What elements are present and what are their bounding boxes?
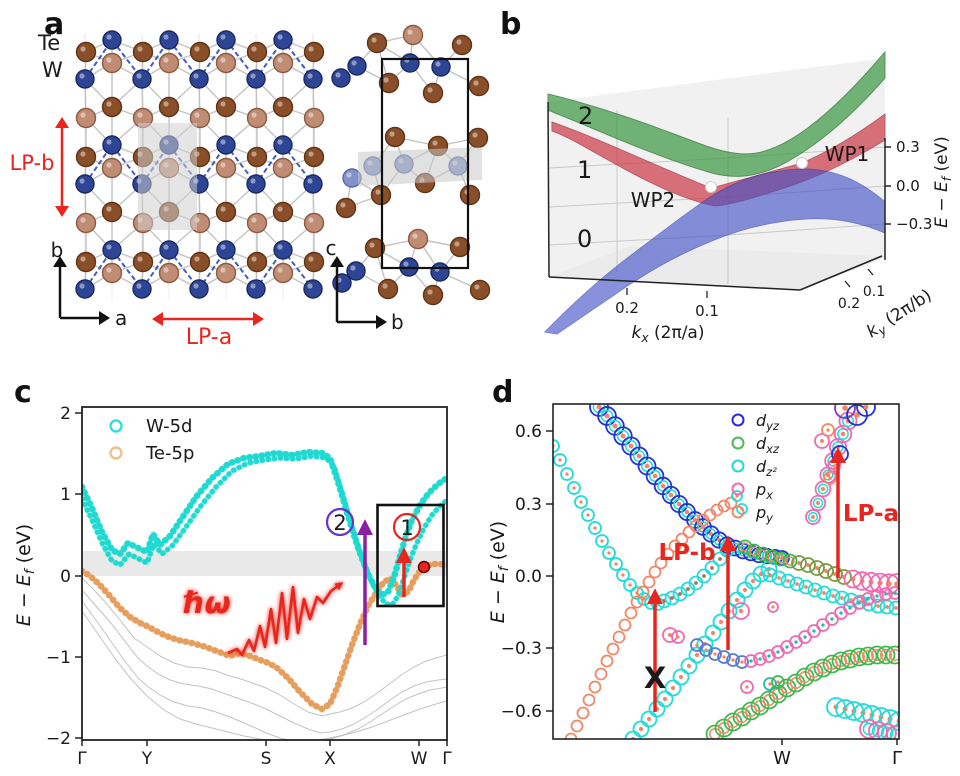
z-tick: −0.3 [896, 215, 932, 233]
legend-orbital-label: dxz [756, 434, 780, 456]
z-tick: 0.0 [896, 177, 920, 195]
axis-a-label: a [115, 306, 127, 330]
svg-text:Γ: Γ [892, 748, 902, 769]
svg-text:1: 1 [60, 485, 71, 505]
legend-orbital-marker [731, 436, 745, 450]
svg-text:−2: −2 [46, 729, 71, 749]
panel-a-letter: a [44, 7, 64, 42]
svg-text:−0.6: −0.6 [501, 702, 542, 722]
surface-0-label: 0 [577, 225, 592, 253]
svg-text:0.6: 0.6 [515, 422, 542, 442]
legend-orbital-marker [731, 482, 745, 496]
svg-text:0: 0 [60, 567, 71, 587]
lp-a-label-a: LP-a [186, 325, 232, 350]
b-energy-axis-label: E − Ef (eV) [932, 136, 954, 228]
axis-c-label: c [326, 236, 337, 260]
panel-c-letter: c [14, 375, 32, 410]
circled-2-ring [325, 507, 355, 537]
legend-orbital-marker [731, 459, 745, 473]
surface-1-label: 1 [577, 156, 592, 184]
panel-a-graphics [53, 24, 491, 329]
orbital-scatter-chains [553, 404, 899, 739]
legend-te5p-label: Te-5p [145, 443, 194, 464]
svg-text:0.3: 0.3 [515, 495, 542, 515]
axis-b-label: b [51, 238, 64, 262]
surface-2-label: 2 [578, 102, 593, 130]
te-legend-label: Te [37, 31, 60, 55]
laser-pulse-icon [227, 582, 344, 657]
svg-text:−0.3: −0.3 [501, 639, 542, 659]
c-energy-axis-label: E − Ef (eV) [13, 524, 38, 626]
svg-text:Y: Y [141, 749, 153, 769]
panel-d-graphics: 0.60.30.0−0.3−0.6W ΓE − Ef (eV)dyzdxzdz²p… [487, 403, 902, 769]
legend-orbital-marker [731, 413, 745, 427]
svg-text:2: 2 [60, 404, 71, 424]
svg-text:0.1: 0.1 [863, 284, 885, 300]
legend-w5d-label: W-5d [146, 416, 192, 437]
svg-text:Γ: Γ [442, 749, 452, 769]
z-tick: 0.3 [896, 138, 920, 156]
band-structure-curves [82, 448, 447, 740]
svg-text:W: W [773, 748, 791, 769]
legend-orbital-marker [731, 505, 745, 519]
svg-text:0.0: 0.0 [515, 567, 542, 587]
weyl-point-dot [417, 560, 431, 574]
lp-b-label-d: LP-b [658, 540, 715, 566]
x-forbidden-mark: X [644, 661, 666, 695]
svg-text:W: W [411, 749, 428, 769]
kx-axis-label: kx (2π/a) [632, 323, 705, 345]
wp2-label: WP2 [631, 188, 676, 212]
circled-1-label: 1 [400, 516, 413, 540]
svg-text:−1: −1 [46, 648, 71, 668]
wp1-label: WP1 [825, 142, 870, 166]
axis-b2-label: b [391, 310, 404, 334]
svg-text:0.2: 0.2 [615, 299, 639, 317]
legend-orbital-label: dyz [756, 411, 780, 433]
svg-text:0.2: 0.2 [838, 296, 860, 312]
d-energy-axis-label: E − Ef (eV) [487, 521, 512, 623]
legend-orbital-label: px [755, 480, 773, 502]
circled-1-ring [392, 512, 422, 542]
legend-te5p-marker [109, 446, 123, 460]
svg-text:X: X [324, 749, 336, 769]
lp-b-label-a: LP-b [10, 151, 55, 175]
panel-d-letter: d [492, 375, 513, 410]
legend-orbital-label: dz² [756, 457, 777, 479]
hbar-omega-label: ℏω [183, 586, 230, 621]
legend-orbital-label: py [755, 503, 773, 525]
panel-b-letter: b [500, 7, 521, 42]
svg-text:S: S [261, 749, 272, 769]
panel-c-graphics: 210−1−2Γ Y S X W ΓE − Ef (eV) [13, 404, 452, 769]
circled-2-label: 2 [333, 511, 346, 535]
transition-1-box [376, 503, 445, 608]
panel-b-graphics: 0.30.0−0.30.2 0.1 0.20.1kx (2π/a) ky (2π/b)… [543, 50, 954, 345]
w-legend-label: W [42, 58, 63, 82]
lp-a-label-d: LP-a [843, 501, 899, 527]
legend-w5d-marker [109, 419, 123, 433]
svg-text:Γ: Γ [77, 749, 87, 769]
svg-text:0.1: 0.1 [695, 302, 719, 320]
